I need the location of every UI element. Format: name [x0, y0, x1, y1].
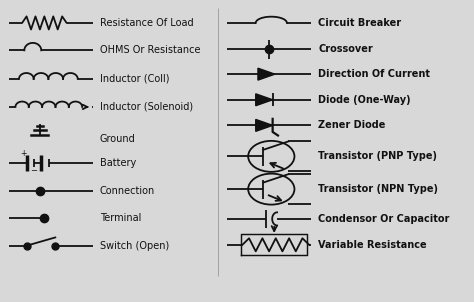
- Text: Condensor Or Capacitor: Condensor Or Capacitor: [318, 214, 449, 224]
- Polygon shape: [256, 119, 273, 131]
- Text: −: −: [31, 166, 37, 175]
- Text: Connection: Connection: [100, 186, 155, 196]
- Text: Inductor (Solenoid): Inductor (Solenoid): [100, 102, 193, 112]
- Text: Transistor (NPN Type): Transistor (NPN Type): [318, 184, 438, 194]
- Text: Zener Diode: Zener Diode: [318, 120, 385, 130]
- Text: Terminal: Terminal: [100, 213, 141, 223]
- Polygon shape: [258, 68, 275, 80]
- Text: +: +: [20, 149, 26, 158]
- Text: Circuit Breaker: Circuit Breaker: [318, 18, 401, 28]
- Text: Transistor (PNP Type): Transistor (PNP Type): [318, 151, 437, 161]
- Text: OHMS Or Resistance: OHMS Or Resistance: [100, 45, 201, 55]
- Polygon shape: [256, 94, 273, 106]
- Text: Direction Of Current: Direction Of Current: [318, 69, 430, 79]
- Text: Variable Resistance: Variable Resistance: [318, 240, 427, 250]
- Text: Inductor (Coll): Inductor (Coll): [100, 74, 170, 84]
- Text: Switch (Open): Switch (Open): [100, 241, 169, 251]
- Text: Diode (One-Way): Diode (One-Way): [318, 95, 410, 105]
- Text: Ground: Ground: [100, 134, 136, 144]
- Text: Battery: Battery: [100, 158, 136, 168]
- Text: Crossover: Crossover: [318, 44, 373, 54]
- Text: Resistance Of Load: Resistance Of Load: [100, 18, 193, 28]
